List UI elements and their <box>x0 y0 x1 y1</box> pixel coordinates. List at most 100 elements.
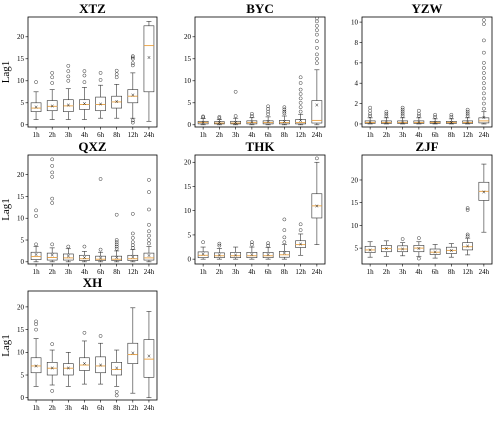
mean-marker: × <box>115 254 119 262</box>
outlier-point <box>50 201 55 205</box>
iqr-box <box>311 100 323 124</box>
outlier-point <box>282 217 287 222</box>
chart-title: YZW <box>411 1 442 16</box>
iqr-box <box>95 96 106 112</box>
mean-marker: × <box>417 118 421 126</box>
x-tick-label: 8h <box>113 268 121 276</box>
box-4h: × <box>79 69 90 120</box>
mean-marker: × <box>384 245 388 253</box>
iqr-box <box>95 255 106 261</box>
mean-marker: × <box>34 362 38 370</box>
box-4h: × <box>246 240 258 260</box>
chart-title: XTZ <box>79 1 106 16</box>
mean-marker: × <box>147 252 151 260</box>
box-6h: × <box>429 244 441 259</box>
y-axis-label: Lag1 <box>0 334 12 357</box>
iqr-box <box>79 357 90 371</box>
mean-marker: × <box>50 102 54 110</box>
box-8h: × <box>111 68 122 119</box>
y-tick-label: 0 <box>21 121 25 129</box>
x-tick-label: 1h <box>33 404 41 412</box>
x-tick-label: 8h <box>113 404 121 412</box>
box-1h: × <box>197 114 209 127</box>
mean-marker: × <box>417 245 421 253</box>
outlier-point <box>433 112 437 117</box>
x-tick-label: 2h <box>216 268 224 276</box>
iqr-box <box>63 363 74 376</box>
box-4h: × <box>79 244 90 263</box>
box-4h: × <box>413 108 425 126</box>
outlier-point <box>315 28 319 33</box>
outlier-point <box>114 240 119 245</box>
outlier-point <box>114 393 119 398</box>
box-24h: × <box>311 156 323 245</box>
box-1h: × <box>364 241 376 258</box>
chart-title: ZJF <box>415 139 438 154</box>
box-2h: × <box>46 71 58 120</box>
mean-marker: × <box>115 98 119 106</box>
mean-marker: × <box>99 101 103 109</box>
x-tick-label: 24h <box>312 268 323 276</box>
x-tick-label: 6h <box>97 268 105 276</box>
x-tick-label: 1h <box>367 131 375 139</box>
mean-marker: × <box>82 100 86 108</box>
iqr-box <box>230 252 241 259</box>
mean-marker: × <box>315 202 319 210</box>
mean-marker: × <box>131 350 135 358</box>
iqr-box <box>279 251 290 258</box>
outlier-point <box>266 104 270 109</box>
box-8h: × <box>446 112 457 127</box>
outlier-point <box>417 108 421 113</box>
mean-marker: × <box>99 361 103 369</box>
outlier-point <box>482 71 486 75</box>
outlier-point <box>482 96 486 101</box>
outlier-point <box>282 228 287 232</box>
iqr-box <box>46 362 58 376</box>
mean-marker: × <box>482 114 486 122</box>
outlier-point <box>282 111 287 116</box>
plot-frame <box>361 154 493 265</box>
iqr-box <box>295 240 306 248</box>
mean-marker: × <box>217 119 221 127</box>
outlier-point <box>465 111 470 116</box>
outlier-point <box>50 157 55 162</box>
iqr-box <box>246 252 258 259</box>
outlier-point <box>417 111 421 116</box>
y-tick-label: 15 <box>17 55 25 63</box>
box-8h: × <box>279 217 290 260</box>
box-1h: × <box>364 105 376 126</box>
outlier-point <box>298 100 303 105</box>
x-tick-label: 24h <box>144 268 155 276</box>
outlier-point <box>384 109 389 114</box>
outlier-point <box>482 66 486 70</box>
mean-marker: × <box>82 360 86 368</box>
outlier-point <box>114 246 119 251</box>
box-12h: × <box>127 307 139 394</box>
mean-marker: × <box>282 250 286 258</box>
mean-marker: × <box>299 117 303 125</box>
box-2h: × <box>381 109 392 126</box>
outlier-point <box>482 91 486 96</box>
y-tick-label: 20 <box>184 159 192 167</box>
box-3h: × <box>397 105 408 126</box>
plot-frame <box>194 16 326 128</box>
outlier-point <box>482 60 486 65</box>
outlier-point <box>465 232 470 237</box>
mean-marker: × <box>401 245 405 253</box>
outlier-point <box>482 22 486 26</box>
subplot-thk: THK 0 5 10 15 20 1h 2h 3h 4h 6h 8h 12h 24h × × × × × × × × <box>184 139 326 276</box>
iqr-box <box>143 252 155 261</box>
box-3h: × <box>230 246 241 260</box>
mean-marker: × <box>34 251 38 259</box>
outlier-point <box>66 69 71 73</box>
outlier-point <box>98 78 103 82</box>
x-tick-label: 24h <box>312 131 323 139</box>
x-tick-label: 24h <box>144 404 155 412</box>
outlier-point <box>82 69 87 73</box>
outlier-point <box>147 241 151 246</box>
x-tick-label: 4h <box>81 404 89 412</box>
box-1h: × <box>30 208 42 263</box>
x-tick-label: 2h <box>49 404 57 412</box>
outlier-point <box>465 206 470 210</box>
outlier-point <box>130 118 135 123</box>
